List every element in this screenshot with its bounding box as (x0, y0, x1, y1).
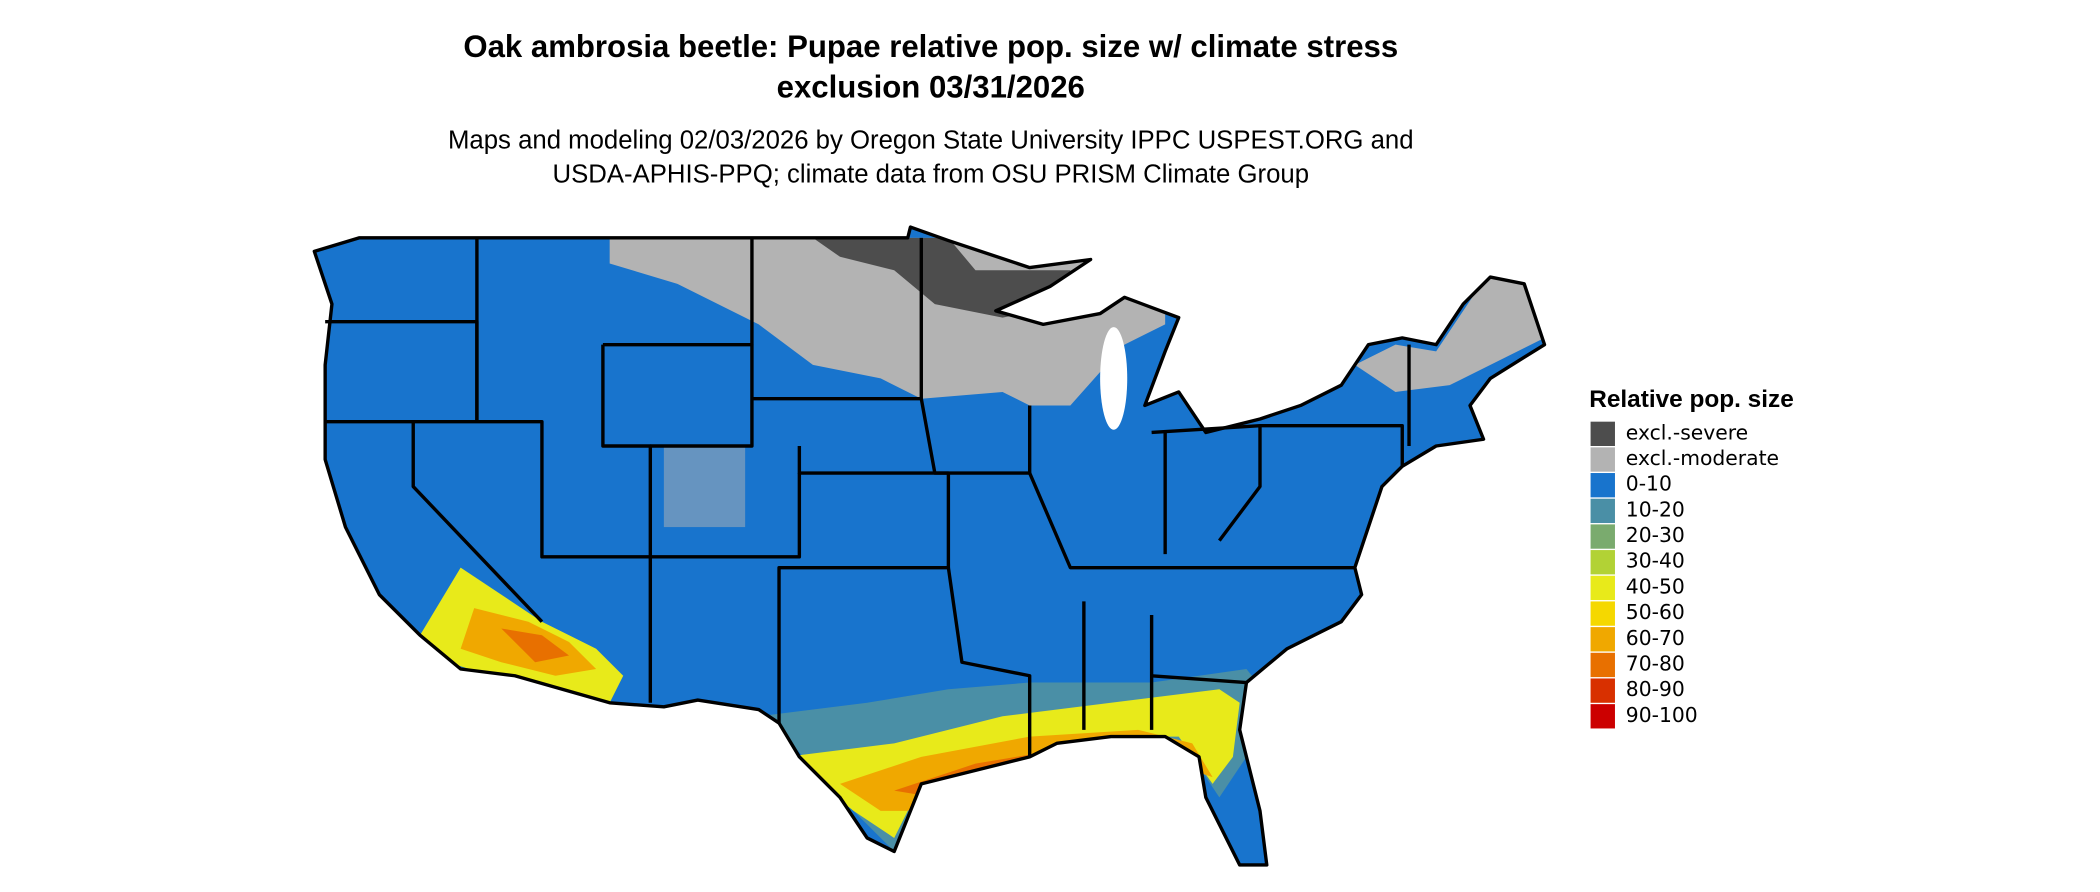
legend-swatch (1590, 678, 1615, 703)
legend-swatch (1590, 447, 1615, 472)
legend-label: 40-50 (1626, 574, 1685, 598)
legend-swatch (1590, 473, 1615, 498)
legend-swatch (1590, 601, 1615, 626)
legend: excl.-severeexcl.-moderate0-1010-2020-30… (1590, 420, 1779, 729)
legend-label: 10-20 (1626, 497, 1685, 521)
legend-label: 90-100 (1626, 703, 1698, 727)
lake (1100, 327, 1128, 430)
legend-swatch (1590, 652, 1615, 678)
legend-label: excl.-moderate (1626, 446, 1779, 470)
legend-label: 60-70 (1626, 626, 1685, 650)
title: exclusion 03/31/2026 (777, 69, 1085, 104)
legend-swatch (1590, 421, 1615, 446)
legend-label: 0-10 (1626, 472, 1672, 496)
legend-label: 30-40 (1626, 549, 1685, 573)
state-borders (325, 237, 1411, 757)
legend-label: 20-30 (1626, 523, 1685, 547)
subtitle: USDA-APHIS-PPQ; climate data from OSU PR… (553, 160, 1310, 188)
legend-swatch (1590, 524, 1615, 549)
legend-label: 80-90 (1626, 677, 1685, 701)
legend-swatch (1590, 575, 1615, 601)
title: Oak ambrosia beetle: Pupae relative pop.… (463, 29, 1398, 64)
legend-swatch (1590, 704, 1615, 729)
legend-swatch (1590, 627, 1615, 652)
legend-label: 50-60 (1626, 600, 1685, 624)
subtitle: Maps and modeling 02/03/2026 by Oregon S… (448, 127, 1414, 155)
legend-title: Relative pop. size (1589, 386, 1794, 413)
legend-swatch (1590, 550, 1615, 575)
legend-swatch (1590, 498, 1615, 524)
legend-label: excl.-severe (1626, 420, 1748, 444)
legend-label: 70-80 (1626, 651, 1685, 675)
